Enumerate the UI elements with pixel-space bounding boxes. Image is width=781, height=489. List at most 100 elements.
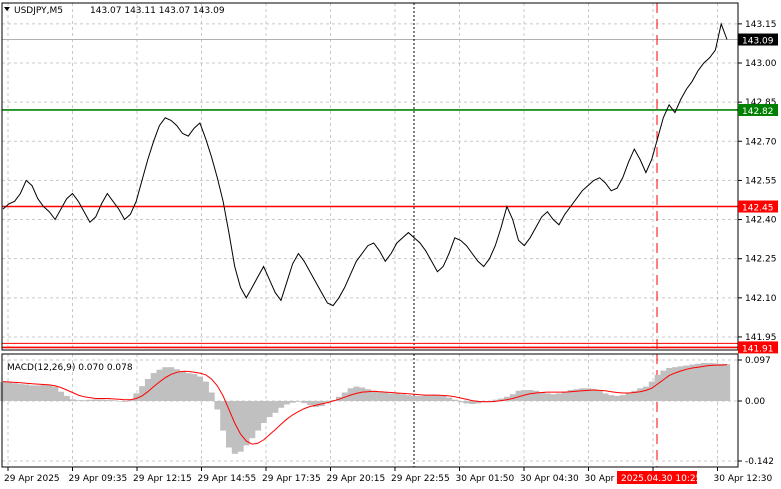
y-tick-label: 141.95: [745, 333, 777, 343]
y-tick-label: 142.25: [745, 255, 777, 265]
dropdown-triangle-icon[interactable]: [4, 7, 10, 11]
macd-bar: [700, 363, 707, 401]
level-tag-text: 142.82: [742, 107, 774, 117]
macd-bar: [75, 400, 82, 401]
macd-bar: [428, 395, 435, 401]
x-tick-label: 29 Apr 14:55: [198, 474, 257, 484]
macd-bar: [585, 388, 592, 401]
macd-bar: [255, 401, 262, 431]
macd-bar: [434, 395, 441, 401]
macd-bar: [214, 401, 221, 410]
x-tick-label: 30 Apr 01:50: [456, 474, 515, 484]
macd-bar: [666, 368, 673, 401]
macd-bar: [648, 381, 655, 401]
macd-bar: [660, 370, 667, 401]
macd-bar: [58, 391, 65, 401]
macd-bar: [231, 401, 238, 454]
macd-bar: [283, 401, 290, 405]
macd-bar: [463, 401, 470, 404]
macd-bar: [643, 386, 650, 401]
macd-bar: [504, 396, 511, 401]
macd-bar: [81, 400, 88, 401]
macd-bar: [197, 376, 204, 401]
macd-bar: [515, 390, 522, 401]
macd-bar: [144, 379, 151, 401]
macd-bar: [289, 401, 296, 403]
x-tick-label: 29 Apr 20:15: [327, 474, 386, 484]
x-tick-label: 29 Apr 17:35: [262, 474, 321, 484]
macd-signal-line: [2, 364, 728, 445]
macd-bar: [98, 399, 105, 401]
highlight-time-tag: [617, 471, 697, 484]
macd-bar: [718, 363, 725, 401]
macd-bar: [527, 390, 534, 401]
level-tag-141.91: [738, 341, 778, 354]
macd-bar: [556, 393, 563, 401]
price-line: [2, 22, 728, 307]
macd-bar: [202, 381, 209, 401]
macd-bar: [567, 390, 574, 401]
macd-bar: [63, 395, 70, 401]
level-lines: [2, 3, 738, 467]
macd-bar: [168, 367, 175, 401]
macd-bar: [405, 395, 412, 401]
macd-bar: [0, 382, 7, 401]
macd-bar: [5, 382, 12, 401]
macd-bar: [475, 401, 482, 404]
level-tag-text: 141.91: [742, 344, 774, 354]
macd-bar: [185, 373, 192, 401]
macd-bar: [422, 395, 429, 401]
macd-bar: [625, 393, 632, 401]
macd-bar: [11, 383, 18, 401]
macd-bar: [104, 399, 111, 401]
macd-bar: [243, 401, 250, 446]
series-layer: [2, 22, 728, 445]
macd-bar: [579, 388, 586, 401]
macd-bar: [631, 390, 638, 401]
chart-header: USDJPY,M5 143.07 143.11 143.07 143.09: [4, 6, 225, 16]
macd-bar: [724, 364, 731, 401]
macd-bar: [596, 390, 603, 401]
macd-bar: [359, 387, 366, 401]
macd-panel-border: [1, 353, 739, 468]
macd-y-tick-label: -0.142: [745, 457, 774, 467]
macd-bar: [614, 395, 621, 401]
macd-bar: [92, 399, 99, 401]
macd-bar: [411, 395, 418, 401]
macd-bar: [451, 399, 458, 401]
macd-bar: [417, 395, 424, 401]
ohlc-label: 143.07 143.11 143.07 143.09: [90, 6, 225, 16]
macd-bar: [544, 393, 551, 401]
y-tick-label: 142.10: [745, 294, 777, 304]
macd-bar: [208, 392, 215, 401]
macd-bar: [399, 394, 406, 401]
macd-bar: [139, 386, 146, 401]
macd-bar: [376, 391, 383, 401]
macd-bar: [538, 392, 545, 401]
macd-bar: [29, 385, 36, 401]
macd-bar: [191, 373, 198, 401]
macd-bar: [87, 399, 94, 401]
macd-bar: [492, 399, 499, 401]
price-panel-border: [1, 2, 739, 351]
y-tick-label: 142.85: [745, 98, 777, 108]
level-tag-142.82: [738, 103, 778, 116]
level-tag-text: 142.45: [742, 204, 774, 214]
macd-bar: [365, 389, 372, 401]
x-tick-label: 29 Apr 12:15: [133, 474, 192, 484]
macd-bar: [156, 369, 163, 401]
macd-bar: [550, 394, 557, 401]
x-tick-label: 30 Apr 04:30: [520, 474, 579, 484]
macd-bar: [237, 401, 244, 452]
macd-bar: [110, 400, 117, 401]
macd-bar: [677, 366, 684, 401]
macd-bar: [382, 392, 389, 401]
macd-bar: [272, 401, 279, 413]
symbol-label: USDJPY,M5: [14, 6, 63, 16]
macd-bar: [179, 371, 186, 401]
level-tag-142.45: [738, 200, 778, 213]
macd-bar: [446, 397, 453, 401]
macd-bar: [226, 401, 233, 448]
